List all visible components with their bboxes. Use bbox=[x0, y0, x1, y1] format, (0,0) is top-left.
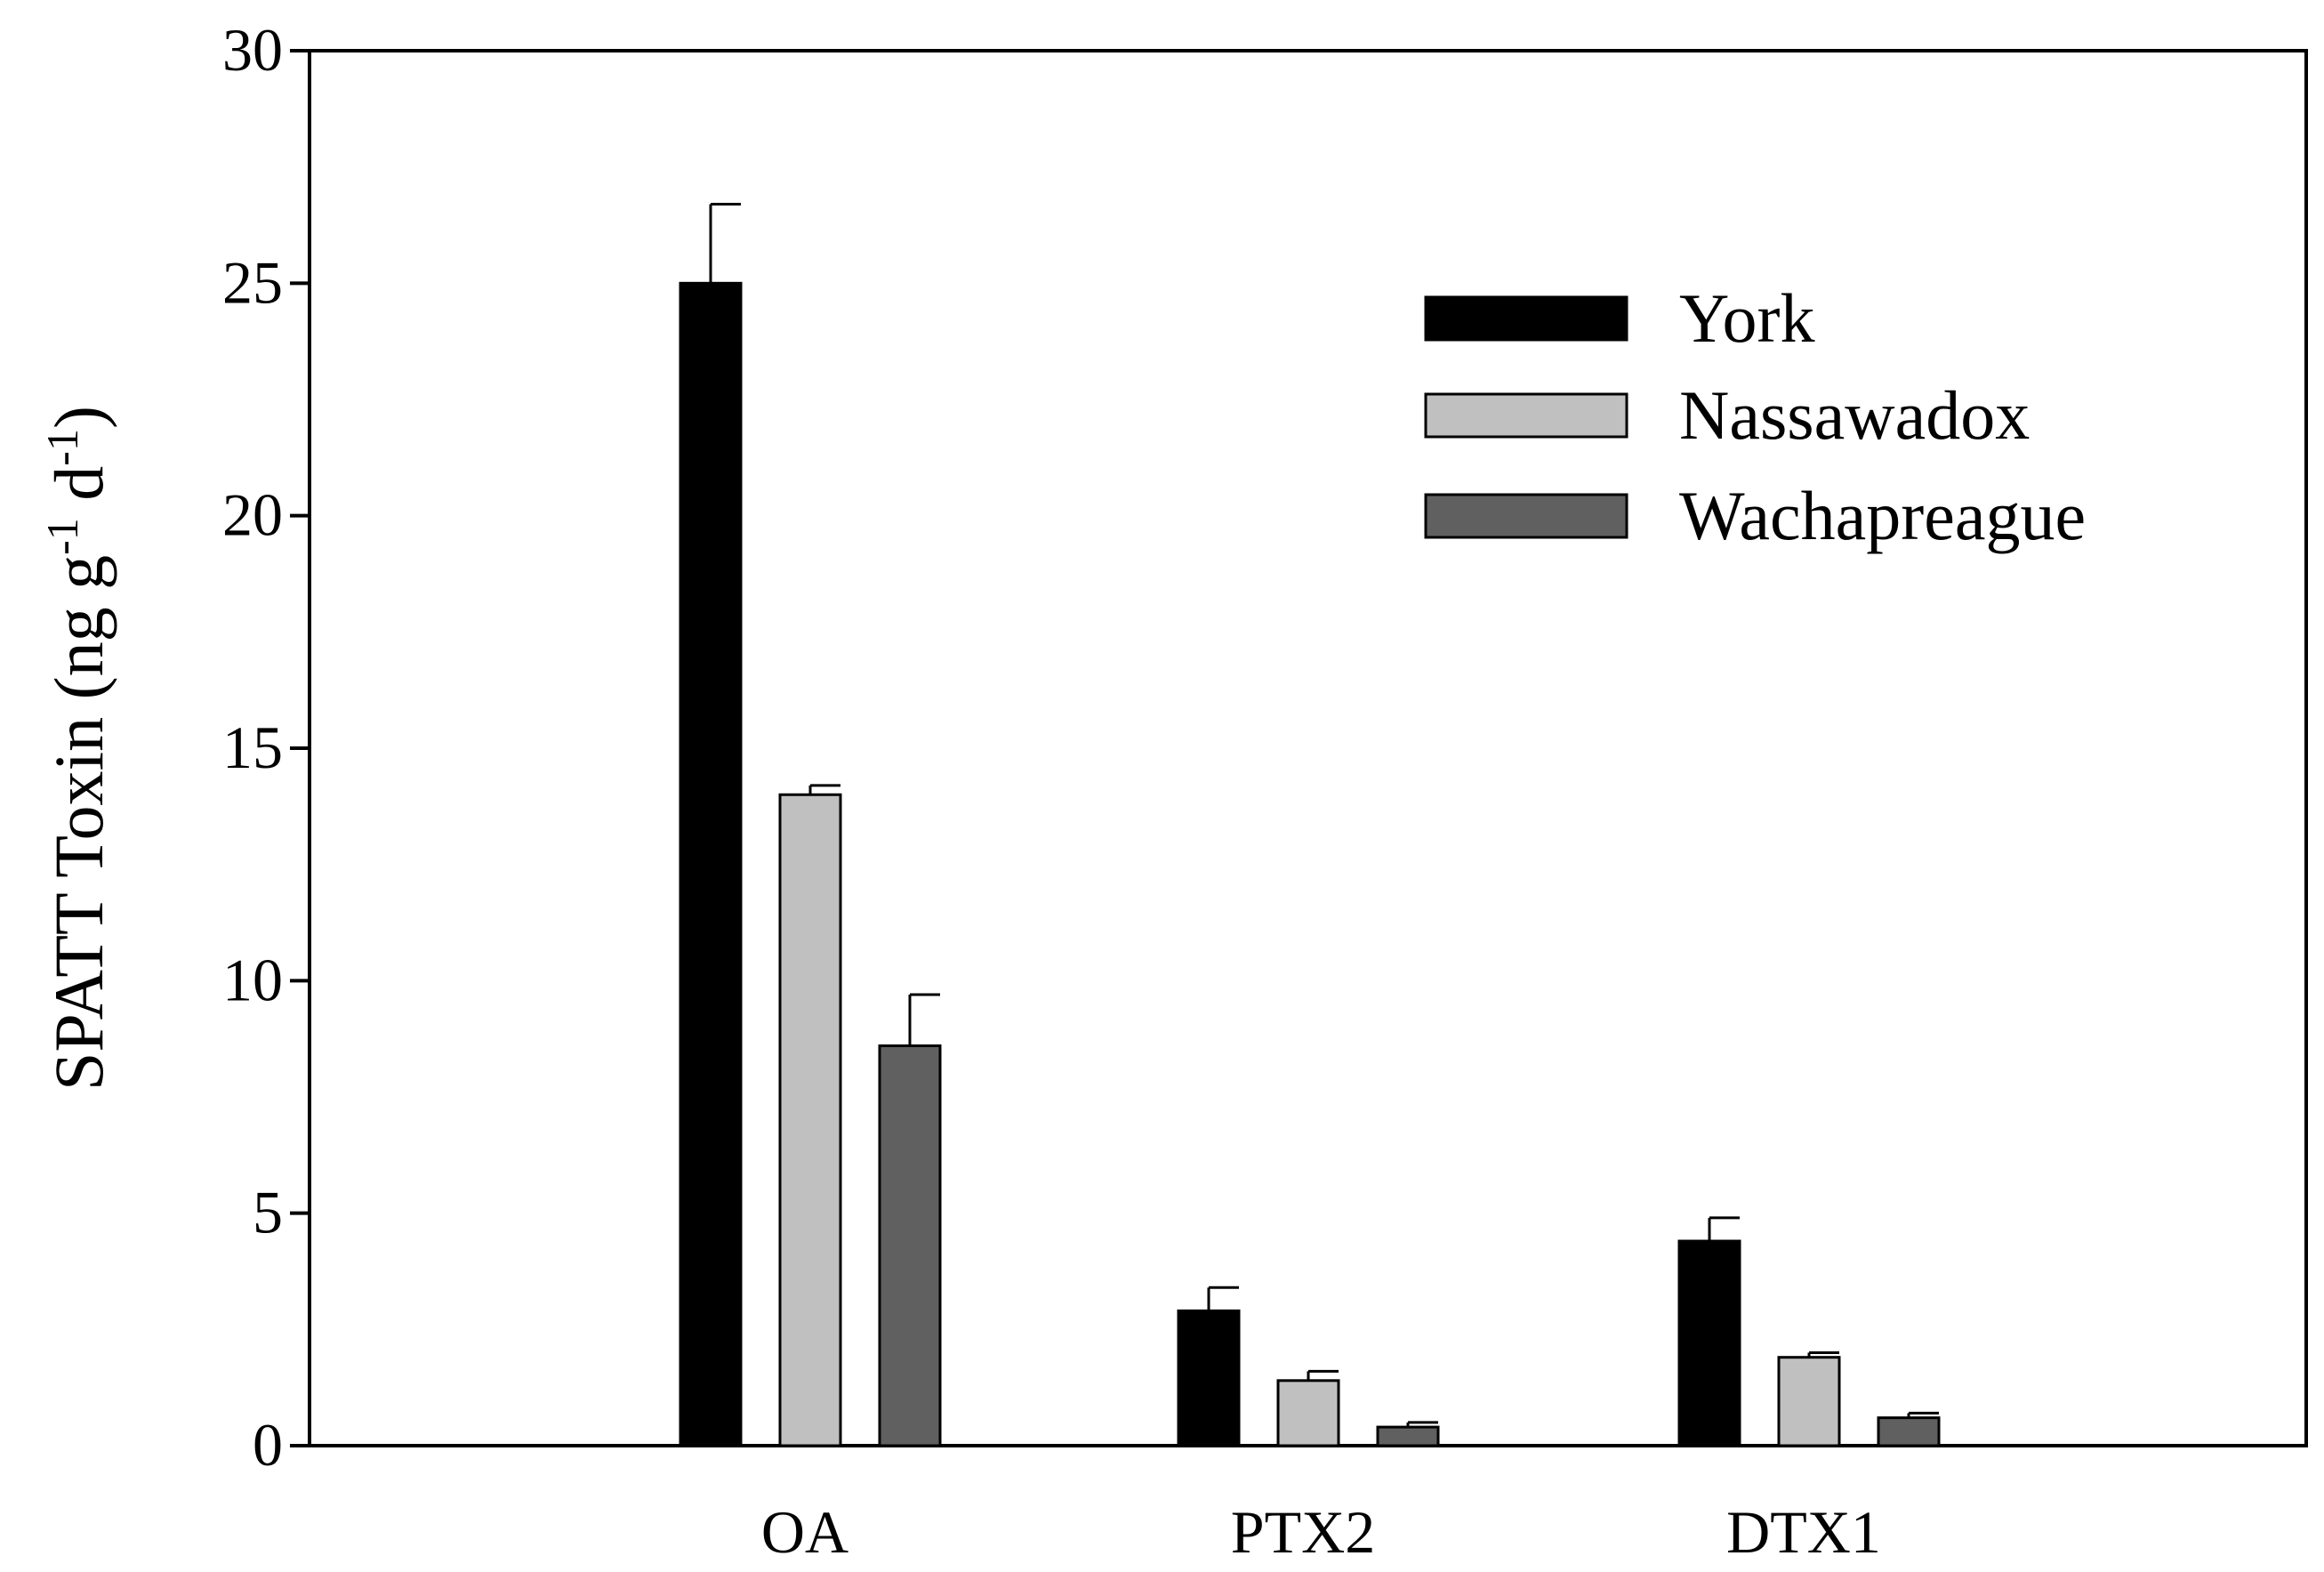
y-tick-label: 20 bbox=[222, 481, 283, 549]
bar-york-ptx2 bbox=[1177, 1309, 1241, 1447]
plot-frame bbox=[308, 49, 2308, 1447]
legend-label-nassawadox: Nassawadox bbox=[1679, 376, 2030, 454]
bar-nassawadox-oa bbox=[778, 793, 842, 1447]
y-tick-label: 15 bbox=[222, 713, 283, 781]
bar-nassawadox-ptx2 bbox=[1276, 1379, 1340, 1447]
y-axis: 0 5 10 15 20 25 30 bbox=[222, 16, 310, 1479]
y-axis-title-sup1: -1 bbox=[37, 518, 87, 555]
x-category-label: PTX2 bbox=[1231, 1498, 1375, 1566]
legend-label-wachapreague: Wachapreague bbox=[1679, 477, 2086, 554]
legend: York Nassawadox Wachapreague bbox=[1424, 279, 2086, 554]
y-tick-label: 25 bbox=[222, 248, 283, 316]
y-axis-title-sup2: -1 bbox=[37, 429, 87, 466]
x-axis: OA PTX2 DTX1 bbox=[761, 1498, 1881, 1566]
x-category-label: OA bbox=[761, 1498, 848, 1566]
bar-york-oa bbox=[679, 281, 743, 1447]
y-axis-title-mid: d bbox=[40, 466, 117, 519]
legend-label-york: York bbox=[1679, 279, 1815, 357]
bars-group bbox=[679, 202, 1941, 1447]
legend-swatch-wachapreague bbox=[1424, 493, 1628, 539]
y-tick-label: 30 bbox=[222, 16, 283, 84]
y-axis-title-main: SPATT Toxin (ng g bbox=[40, 555, 117, 1091]
bar-wachapreague-dtx1 bbox=[1877, 1416, 1941, 1447]
bar-nassawadox-dtx1 bbox=[1777, 1356, 1841, 1447]
y-axis-title: SPATT Toxin (ng g-1 d-1) bbox=[37, 406, 117, 1091]
legend-swatch-york bbox=[1424, 295, 1628, 342]
y-tick-label: 10 bbox=[222, 946, 283, 1013]
bar-york-dtx1 bbox=[1677, 1239, 1741, 1447]
bar-wachapreague-oa bbox=[878, 1044, 942, 1447]
y-tick-label: 0 bbox=[253, 1411, 283, 1479]
y-tick-label: 5 bbox=[253, 1179, 283, 1246]
x-category-label: DTX1 bbox=[1726, 1498, 1881, 1566]
bar-wachapreague-ptx2 bbox=[1376, 1425, 1440, 1447]
y-axis-title-end: ) bbox=[40, 406, 117, 429]
legend-swatch-nassawadox bbox=[1424, 392, 1628, 439]
